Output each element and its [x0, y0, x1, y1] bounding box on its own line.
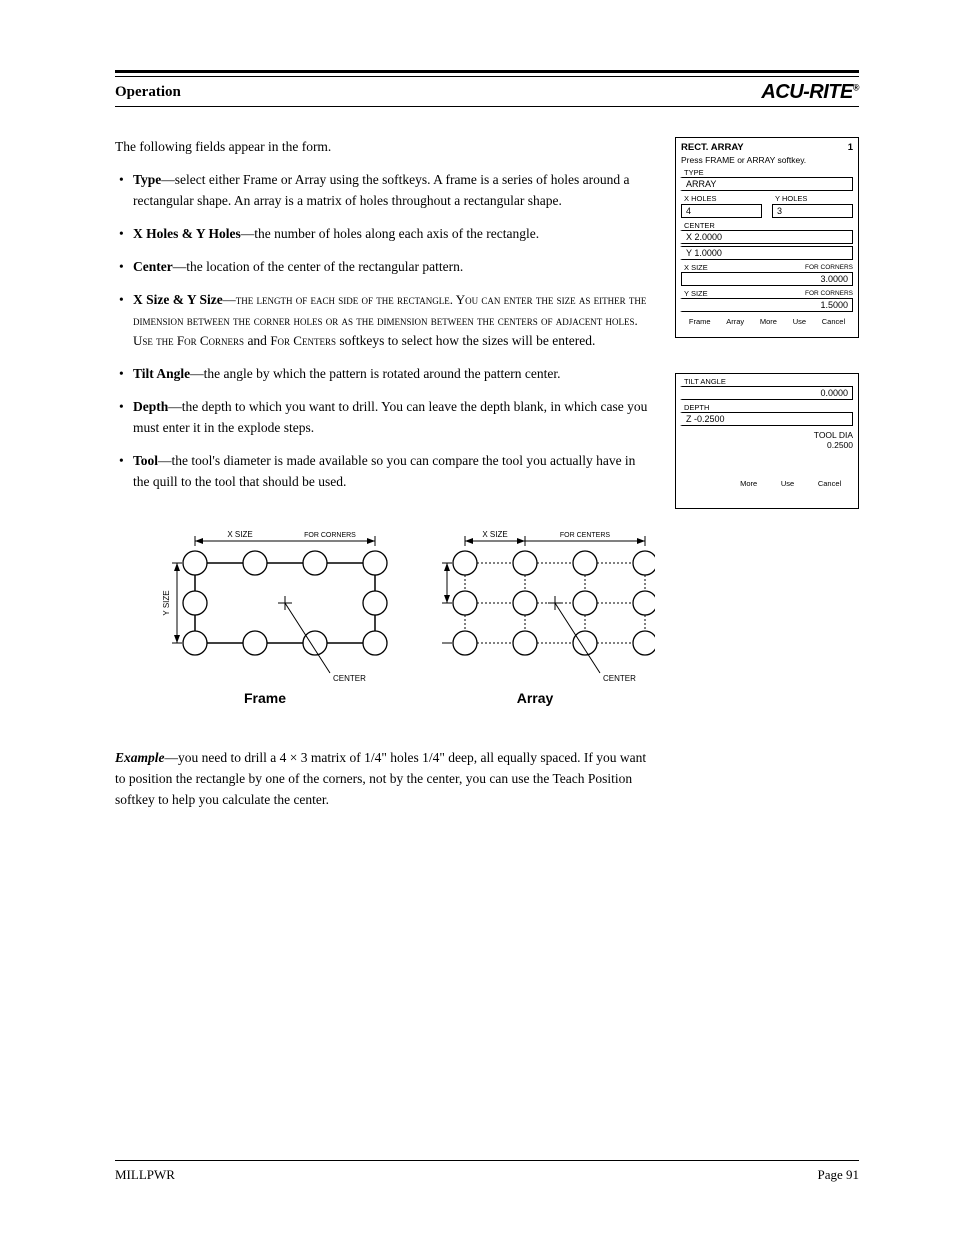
more-softkey[interactable]: More — [760, 318, 777, 326]
type-field[interactable]: ARRAY — [680, 177, 853, 191]
intro-text: The following fields appear in the form. — [115, 137, 655, 158]
example-text: Example—you need to drill a 4 × 3 matrix… — [115, 748, 655, 811]
use-softkey-2[interactable]: Use — [781, 480, 794, 488]
bullet-depth: Depth—the depth to which you want to dri… — [115, 397, 655, 439]
main-column: The following fields appear in the form.… — [115, 137, 655, 823]
svg-text:FOR CENTERS: FOR CENTERS — [560, 532, 611, 539]
bullet-type: Type—select either Frame or Array using … — [115, 170, 655, 212]
cancel-softkey[interactable]: Cancel — [822, 318, 845, 326]
xsize-field[interactable]: 3.0000 — [681, 272, 853, 286]
bullet-tool: Tool—the tool's diameter is made availab… — [115, 451, 655, 493]
bullet-size: X Size & Y Size—the length of each side … — [115, 290, 655, 353]
array-softkey[interactable]: Array — [726, 318, 744, 326]
depth-field[interactable]: Z -0.2500 — [680, 412, 853, 426]
svg-text:CENTER: CENTER — [603, 674, 636, 683]
footer-left: MILLPWR — [115, 1167, 175, 1183]
use-softkey[interactable]: Use — [793, 318, 806, 326]
y-holes-field[interactable]: 3 — [772, 204, 853, 218]
section-label: Operation — [115, 84, 181, 101]
panel-sub: Press FRAME or ARRAY softkey. — [681, 155, 853, 165]
svg-text:Y SIZE: Y SIZE — [162, 590, 171, 615]
form-panel-2: TILT ANGLE 0.0000 DEPTH Z -0.2500 TOOL D… — [675, 373, 859, 510]
footer-right: Page 91 — [817, 1167, 859, 1183]
ysize-field[interactable]: 1.5000 — [680, 298, 853, 312]
page-header: Operation ACU-RITE® — [115, 81, 859, 107]
figure-diagrams: Frame X SIZE FOR CORNERS — [115, 523, 655, 730]
bullet-center: Center—the location of the center of the… — [115, 257, 655, 278]
panel-title: RECT. ARRAY — [681, 142, 744, 153]
array-label: Array — [517, 690, 554, 706]
x-holes-field[interactable]: 4 — [681, 204, 762, 218]
tilt-field[interactable]: 0.0000 — [680, 386, 853, 400]
more-softkey-2[interactable]: More — [740, 480, 757, 488]
form-panel-1: RECT. ARRAY 1 Press FRAME or ARRAY softk… — [675, 137, 859, 338]
center-x-field[interactable]: X 2.0000 — [680, 230, 853, 244]
page-footer: MILLPWR Page 91 — [115, 1160, 859, 1183]
cancel-softkey-2[interactable]: Cancel — [818, 480, 841, 488]
svg-text:X SIZE: X SIZE — [227, 530, 252, 539]
brand-logo: ACU-RITE® — [761, 81, 859, 104]
bullet-tilt: Tilt Angle—the angle by which the patter… — [115, 364, 655, 385]
bullet-holes: X Holes & Y Holes—the number of holes al… — [115, 224, 655, 245]
frame-label: Frame — [244, 690, 286, 706]
svg-text:CENTER: CENTER — [333, 674, 366, 683]
frame-softkey[interactable]: Frame — [689, 318, 711, 326]
svg-text:FOR CORNERS: FOR CORNERS — [304, 532, 356, 539]
tool-id: 1 — [848, 142, 853, 153]
svg-text:X SIZE: X SIZE — [482, 530, 507, 539]
center-y-field[interactable]: Y 1.0000 — [680, 246, 853, 260]
